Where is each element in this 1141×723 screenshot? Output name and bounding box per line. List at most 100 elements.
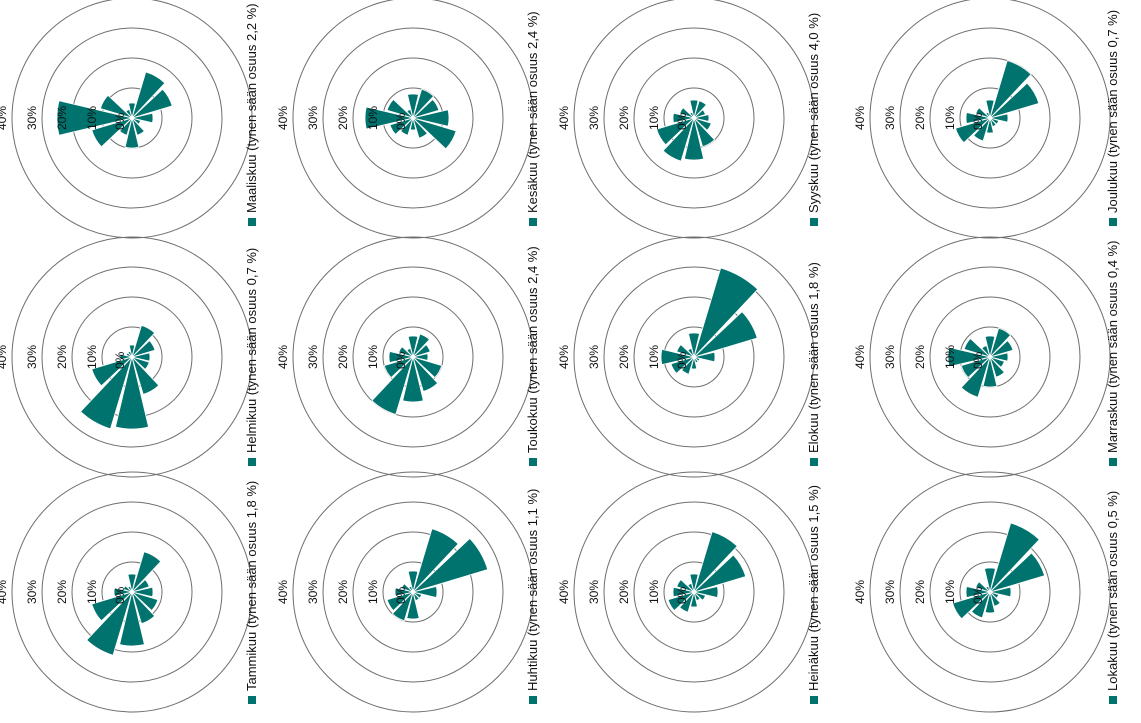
radial-tick-label: 10% [943, 345, 957, 369]
sector-bar [407, 335, 419, 358]
grid-ring [929, 57, 1051, 179]
grid-ring [41, 266, 223, 448]
grid-ring [292, 471, 534, 713]
legend-swatch [809, 458, 818, 466]
legend-label: Marraskuu (tynen sään osuus 0,4 %) [1105, 240, 1120, 453]
grid-ring [322, 501, 504, 683]
sector-bar [989, 522, 1040, 593]
sector-bar [131, 579, 150, 593]
sector-bar [989, 591, 1000, 599]
radial-tick-label: 10% [366, 106, 380, 130]
sector-bar [131, 117, 145, 136]
legend-label: Maaliskuu (tynen sään osuus 2,2 %) [244, 3, 259, 213]
sector-bar [131, 117, 142, 125]
sector-bar [989, 327, 1012, 358]
grid-ring [869, 0, 1111, 239]
grid-ring [663, 561, 725, 623]
sector-bar [670, 356, 695, 375]
sector-bar [412, 88, 435, 119]
sector-bar [960, 356, 991, 398]
sector-bar [687, 347, 695, 358]
grid-ring [633, 296, 755, 418]
legend-joulukuu: Joulukuu (tynen sään osuus 0,7 %) [1105, 10, 1120, 226]
grid-ring [603, 266, 785, 448]
radial-tick-label: 0% [113, 351, 127, 369]
grid-ring [959, 87, 1021, 149]
sector-bar [963, 337, 991, 358]
sector-bar [672, 112, 695, 124]
sector-bar [693, 351, 716, 363]
sector-bar [676, 579, 695, 593]
sector-bar [667, 591, 695, 612]
radial-tick-label: 0% [394, 586, 408, 604]
grid-ring [11, 236, 253, 478]
radial-tick-label: 10% [943, 106, 957, 130]
radial-tick-label: 30% [883, 106, 897, 130]
grid-ring [929, 296, 1051, 418]
grid-ring [41, 27, 223, 209]
wind-rose-10: 0% 10% 20% 30% 40% [853, 236, 1111, 478]
sector-bar [412, 117, 457, 150]
radial-tick-label: 40% [853, 345, 867, 369]
sector-bar [683, 117, 705, 161]
sector-bar [679, 107, 695, 119]
legend-swatch [528, 458, 537, 466]
sector-bar [989, 591, 1001, 607]
sector-bar [681, 356, 695, 375]
sector-bar [688, 332, 700, 358]
sector-bar [693, 554, 747, 593]
legend-huhtikuu: Huhtikuu (tynen sään osuus 1,1 %) [525, 489, 540, 704]
sector-bar [131, 551, 162, 593]
radial-tick-label: 40% [557, 106, 571, 130]
grid-ring [11, 0, 253, 239]
sector-bar [989, 356, 1005, 378]
radial-tick-label: 0% [113, 112, 127, 130]
sector-bar [412, 333, 431, 358]
sector-bar [383, 356, 414, 379]
radial-tick-label: 30% [306, 106, 320, 130]
legend-swatch [247, 458, 256, 466]
legend-label: Syyskuu (tynen sään osuus 4,0 %) [806, 12, 821, 213]
legend-swatch [809, 696, 818, 704]
radial-tick-label: 0% [675, 586, 689, 604]
legend-label: Kesäkuu (tynen sään osuus 2,4 %) [525, 11, 540, 213]
radial-tick-label: 20% [55, 345, 69, 369]
wind-rose-1: 0% 10% 20% 30% 40% [0, 236, 253, 478]
sector-bar [401, 583, 414, 593]
sector-bar [989, 117, 1000, 125]
radial-tick-label: 10% [647, 580, 661, 604]
radial-tick-label: 30% [587, 106, 601, 130]
sector-bar [127, 585, 133, 593]
legend-lokakuu: Lokakuu (tynen sään osuus 0,5 %) [1105, 491, 1120, 704]
sector-bar [679, 591, 695, 613]
sector-bar [984, 335, 996, 358]
sector-bar [687, 582, 695, 593]
grid-ring [41, 501, 223, 683]
grid-ring [573, 236, 815, 478]
grid-ring [352, 296, 474, 418]
sector-bar [989, 356, 1005, 368]
sector-bar [412, 586, 438, 598]
radial-tick-label: 30% [25, 106, 39, 130]
sector-bar [128, 344, 136, 358]
sector-bar [693, 591, 701, 602]
sector-bar [693, 100, 707, 119]
sector-bar [986, 117, 994, 134]
radial-tick-label: 20% [336, 106, 350, 130]
radial-tick-label: 40% [557, 345, 571, 369]
grid-ring [292, 0, 534, 239]
radial-tick-label: 0% [113, 586, 127, 604]
radial-tick-label: 30% [306, 345, 320, 369]
radial-tick-label: 0% [394, 351, 408, 369]
grid-ring [899, 266, 1081, 448]
sector-bar [989, 60, 1032, 119]
radial-tick-label: 0% [675, 112, 689, 130]
sector-bar [989, 352, 1009, 362]
legend-swatch [809, 218, 818, 226]
sector-bar [985, 111, 991, 119]
radial-tick-label: 10% [85, 345, 99, 369]
sector-bar [400, 117, 414, 136]
sector-bar [122, 585, 133, 593]
